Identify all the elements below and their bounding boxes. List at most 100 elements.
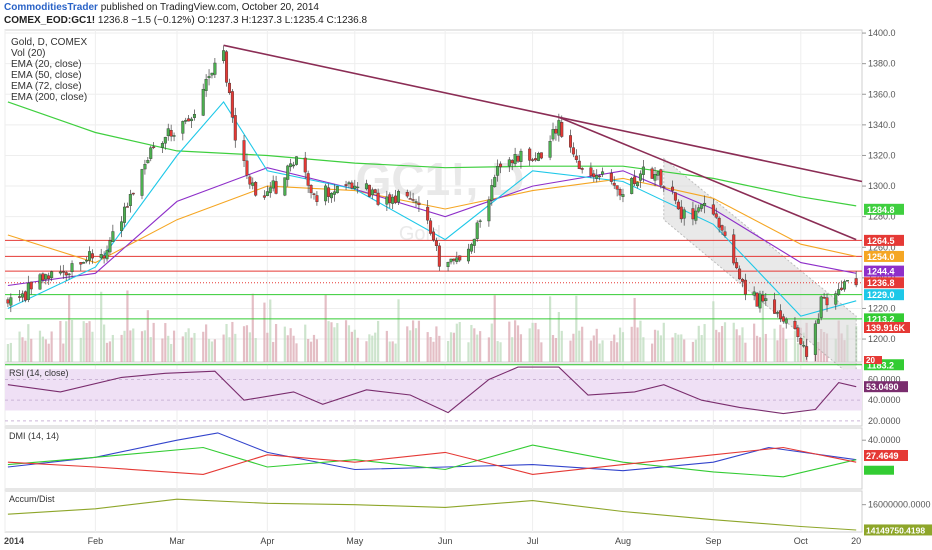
volume-bar xyxy=(65,321,68,362)
candle-body xyxy=(752,291,756,296)
volume-bar xyxy=(242,326,246,362)
volume-bar xyxy=(470,324,473,362)
volume-bar xyxy=(452,332,456,362)
dmi-line xyxy=(7,432,857,472)
volume-bar xyxy=(782,327,785,362)
volume-bar xyxy=(662,322,665,362)
price-axis-box xyxy=(864,359,904,371)
legend-item-ema20[interactable]: EMA (20, close) xyxy=(11,59,82,70)
price-axis-box xyxy=(864,313,904,325)
x-tick-label: Feb xyxy=(88,536,104,546)
volume-bar xyxy=(82,321,85,362)
volume-bar xyxy=(651,343,654,362)
candle-body xyxy=(773,299,777,314)
candle-body xyxy=(327,187,331,197)
volume-bar xyxy=(598,343,601,362)
candle-body xyxy=(108,240,112,253)
candle-body xyxy=(653,174,657,181)
y-tick-label: 1380.0 xyxy=(868,59,896,69)
candle-body xyxy=(775,312,779,314)
candle-body xyxy=(816,319,820,324)
legend-item-ema72[interactable]: EMA (72, close) xyxy=(11,81,82,92)
candle-body xyxy=(394,195,398,203)
ohlc-line: COMEX_EOD:GC1! 1236.8 −1.5 (−0.12%) O:12… xyxy=(4,15,367,27)
volume-bar xyxy=(38,330,42,362)
price-change: −1.5 (−0.12%) xyxy=(131,15,195,26)
volume-bar xyxy=(68,294,71,362)
candle-body xyxy=(799,338,803,345)
volume-bar xyxy=(181,336,184,362)
volume-bar xyxy=(309,341,313,362)
price-axis-box xyxy=(864,250,904,262)
volume-bar xyxy=(170,343,173,362)
volume-bar xyxy=(207,338,211,362)
legend-item-ema200[interactable]: EMA (200, close) xyxy=(11,92,88,103)
volume-bar xyxy=(703,324,706,362)
candle-body xyxy=(131,192,135,195)
rsi-tick-label: 40.0000 xyxy=(868,395,901,405)
volume-bar xyxy=(680,334,683,362)
pane-frame xyxy=(4,490,863,533)
volume-bar xyxy=(723,322,727,362)
price-axis-box xyxy=(864,289,904,301)
y-tick-label: 1320.0 xyxy=(868,150,896,160)
volume-bar xyxy=(674,332,677,362)
candles xyxy=(6,45,858,362)
publisher-name[interactable]: CommoditiesTrader xyxy=(4,2,98,13)
candle-body xyxy=(592,173,596,178)
candle-body xyxy=(347,182,351,185)
candle-body xyxy=(213,62,217,75)
candle-body xyxy=(738,268,742,280)
candle-body xyxy=(717,217,721,228)
candle-body xyxy=(641,166,645,175)
x-tick-label: Jul xyxy=(527,536,539,546)
legend-item-vol[interactable]: Vol (20) xyxy=(11,48,46,59)
candle-body xyxy=(356,186,360,189)
accum-panel-title[interactable]: Accum/Dist xyxy=(9,494,55,504)
volume-bar xyxy=(496,341,499,362)
legend-item-ema50[interactable]: EMA (50, close) xyxy=(11,70,82,81)
accum-tick-label: 16000000.0000 xyxy=(868,500,931,510)
volume-bar xyxy=(592,335,595,362)
candle-body xyxy=(163,136,167,144)
candle-body xyxy=(673,192,677,201)
volume-bar xyxy=(569,340,572,362)
candle-body xyxy=(840,287,844,290)
candle-body xyxy=(714,213,718,218)
volume-bar xyxy=(356,337,359,362)
candle-body xyxy=(784,318,788,324)
dmi-tick-label: 40.0000 xyxy=(868,435,901,445)
volume-bar xyxy=(476,334,479,362)
volume-bar xyxy=(761,290,764,362)
accum-value-box xyxy=(864,524,932,536)
candle-body xyxy=(128,194,132,206)
volume-bar xyxy=(79,337,82,362)
ema72-line xyxy=(7,177,857,264)
volume-bar xyxy=(455,323,458,362)
volume-bar xyxy=(105,342,109,362)
volume-bar xyxy=(435,326,438,362)
candle-body xyxy=(102,255,106,259)
candle-body xyxy=(630,178,634,194)
volume-bar xyxy=(636,327,639,362)
candle-body xyxy=(633,176,637,185)
volume-bar xyxy=(732,322,735,362)
candle-body xyxy=(615,185,619,190)
dmi-value-box xyxy=(864,449,908,461)
candle-body xyxy=(306,173,310,186)
legend-item-gold[interactable]: Gold, D, COMEX xyxy=(11,37,88,48)
price-axis-box xyxy=(864,265,904,277)
candle-body xyxy=(577,160,581,169)
volume-bar xyxy=(368,334,371,362)
rsi-panel-title[interactable]: RSI (14, close) xyxy=(9,368,69,378)
candle-body xyxy=(528,148,532,161)
candle-body xyxy=(601,171,605,175)
volume-bar xyxy=(123,330,126,362)
volume-bar xyxy=(793,330,797,362)
volume-bar xyxy=(286,335,289,362)
dmi-panel-title[interactable]: DMI (14, 14) xyxy=(9,431,60,441)
candle-body xyxy=(64,272,68,276)
volume-bar xyxy=(24,340,27,362)
volume-bar xyxy=(557,312,560,362)
